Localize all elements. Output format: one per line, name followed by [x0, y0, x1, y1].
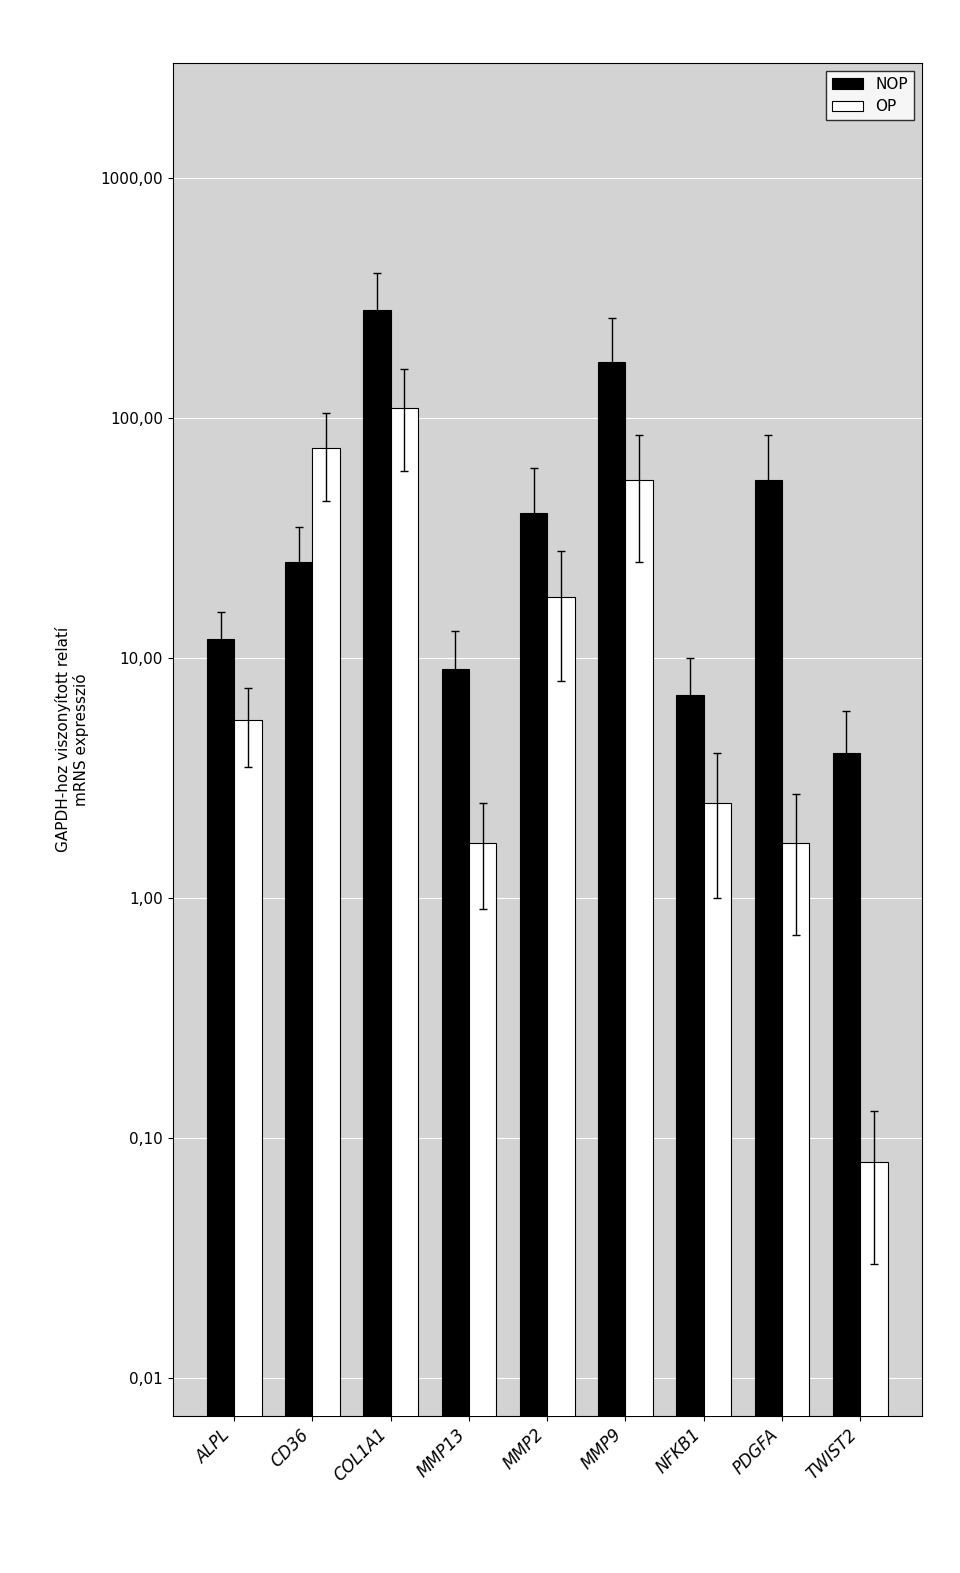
Bar	[860, 1161, 888, 1573]
Bar	[755, 480, 782, 1573]
Bar	[285, 562, 312, 1573]
Bar	[391, 407, 419, 1573]
Legend: NOP, OP: NOP, OP	[827, 71, 914, 121]
Bar	[363, 310, 391, 1573]
Bar	[547, 596, 575, 1573]
Bar	[832, 753, 860, 1573]
Bar	[442, 669, 468, 1573]
Bar	[206, 639, 234, 1573]
Bar	[468, 843, 496, 1573]
Bar	[234, 720, 262, 1573]
Bar	[704, 802, 732, 1573]
Bar	[312, 448, 340, 1573]
Bar	[598, 362, 626, 1573]
Bar	[519, 513, 547, 1573]
Y-axis label: GAPDH-hoz viszonyított relatí
mRNS expresszió: GAPDH-hoz viszonyított relatí mRNS expre…	[55, 626, 89, 853]
Bar	[782, 843, 809, 1573]
Bar	[626, 480, 653, 1573]
Bar	[676, 695, 704, 1573]
